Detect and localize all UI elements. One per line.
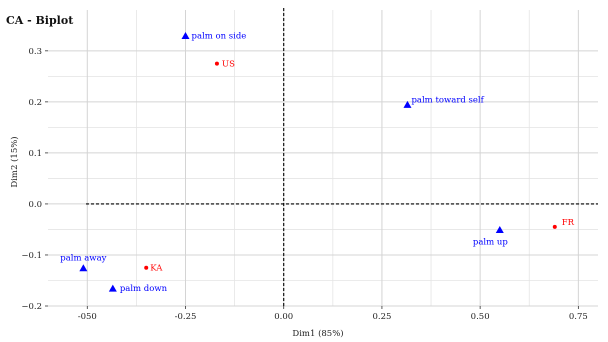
x-tick-label: 0.00 <box>274 312 293 322</box>
y-tick-label: 0.3 <box>28 47 42 57</box>
column-point-label: palm down <box>120 284 168 294</box>
column-point-label: palm away <box>60 254 106 264</box>
reference-lines <box>86 8 598 306</box>
x-tick-label: 0.25 <box>372 312 391 322</box>
y-axis-title: Dim2 (15%) <box>9 136 20 187</box>
column-point-marker <box>495 225 504 233</box>
row-point-marker <box>144 265 149 270</box>
row-point-marker <box>552 224 557 229</box>
row-point-label: FR <box>562 218 575 228</box>
column-point-label: palm on side <box>192 32 247 42</box>
chart-title: CA - Biplot <box>6 14 74 27</box>
row-point-label: KA <box>150 264 163 274</box>
column-point-marker <box>181 32 190 40</box>
column-point-marker <box>108 284 117 292</box>
y-tick-label: 0.1 <box>28 149 42 159</box>
row-point-marker <box>214 61 219 66</box>
column-point-label: palm toward self <box>411 95 484 105</box>
grid <box>48 10 598 307</box>
x-tick-label: -0.25 <box>175 312 197 322</box>
y-tick-label: −0.1 <box>21 251 42 261</box>
y-tick-label: −0.2 <box>21 302 42 312</box>
column-point-marker <box>403 100 412 108</box>
x-tick-label: 0.50 <box>471 312 490 322</box>
y-tick-label: 0.2 <box>28 98 42 108</box>
column-point-marker <box>79 264 88 272</box>
x-tick-label: -050 <box>78 312 97 322</box>
x-tick-label: 0.75 <box>569 312 588 322</box>
data-points: US FR KA palm on side palm toward self palm u… <box>60 32 574 295</box>
column-point-label: palm up <box>473 237 508 247</box>
y-axis: −0.2 −0.1 0.0 0.1 0.2 0.3 <box>21 47 48 312</box>
row-point-label: US <box>222 60 235 70</box>
y-tick-label: 0.0 <box>28 200 42 210</box>
x-axis: -050 -0.25 0.00 0.25 0.50 0.75 <box>78 306 588 322</box>
x-axis-title: Dim1 (85%) <box>292 328 343 339</box>
